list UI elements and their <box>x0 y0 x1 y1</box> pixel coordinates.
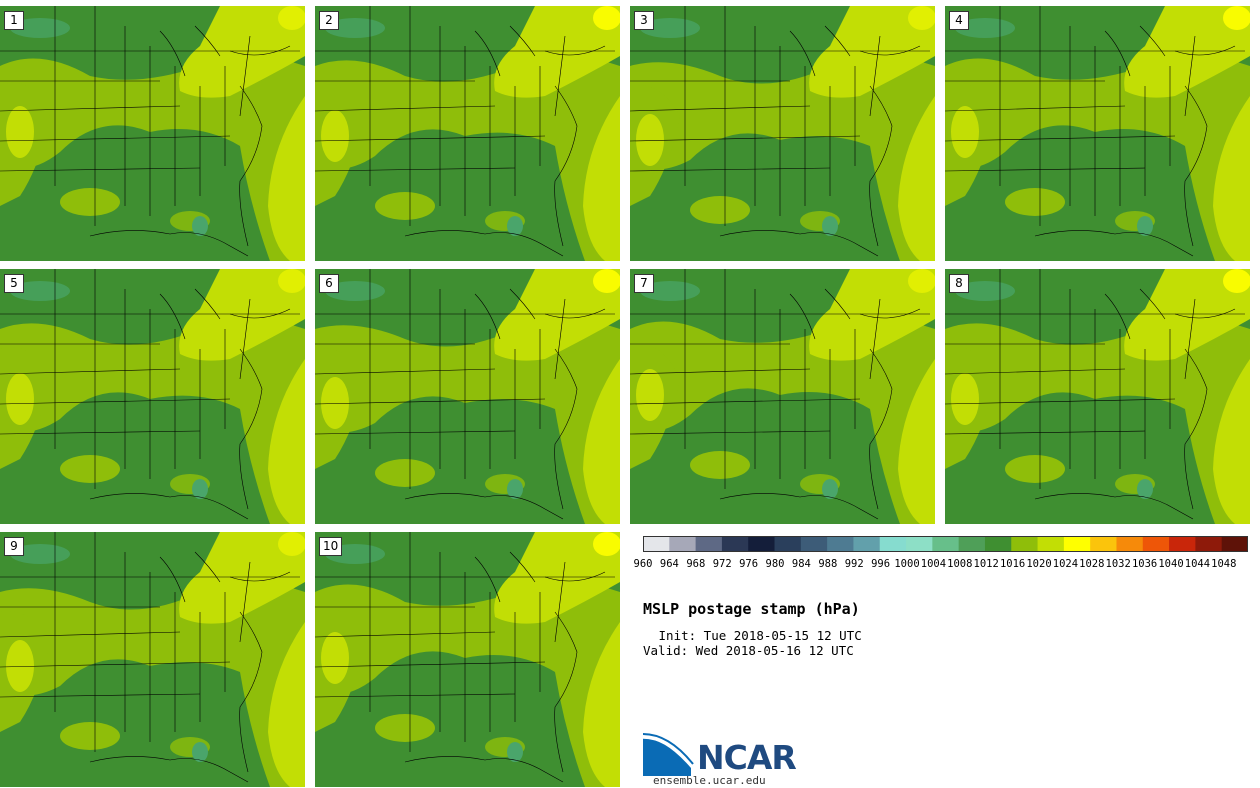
colorbar-swatch <box>932 536 960 552</box>
member-panel-2: 2 <box>315 6 620 261</box>
colorbar-swatch <box>1037 536 1065 552</box>
member-number-label: 1 <box>4 11 24 30</box>
colorbar-swatch <box>774 536 802 552</box>
member-panel-6: 6 <box>315 269 620 524</box>
colorbar-tick-label: 1008 <box>947 558 973 570</box>
member-panel-7: 7 <box>630 269 935 524</box>
colorbar-swatch <box>721 536 749 552</box>
colorbar-tick-label: 988 <box>818 558 838 570</box>
valid-time: Valid: Wed 2018-05-16 12 UTC <box>643 643 854 658</box>
colorbar-tick-label: 996 <box>871 558 891 570</box>
colorbar-swatch <box>643 536 670 552</box>
member-number-label: 6 <box>319 274 339 293</box>
colorbar-tick-label: 1048 <box>1211 558 1237 570</box>
mslp-field-map <box>315 6 620 261</box>
colorbar-tick-label: 1004 <box>920 558 947 570</box>
colorbar-tick-label: 968 <box>686 558 706 570</box>
member-number-label: 7 <box>634 274 654 293</box>
colorbar-tick-label: 960 <box>633 558 653 570</box>
mslp-field-map <box>945 269 1250 524</box>
mslp-field-map <box>945 6 1250 261</box>
colorbar <box>643 536 1249 552</box>
colorbar-tick-label: 1032 <box>1105 558 1131 570</box>
colorbar-swatch <box>879 536 907 552</box>
colorbar-tick-label: 1024 <box>1052 558 1079 570</box>
member-panel-8: 8 <box>945 269 1250 524</box>
logo-url: ensemble.ucar.edu <box>653 774 766 787</box>
member-number-label: 3 <box>634 11 654 30</box>
member-number-label: 5 <box>4 274 24 293</box>
colorbar-swatch <box>748 536 776 552</box>
colorbar-tick-label: 972 <box>712 558 732 570</box>
init-time: Init: Tue 2018-05-15 12 UTC <box>651 628 862 643</box>
member-panel-1: 1 <box>0 6 305 261</box>
member-panel-5: 5 <box>0 269 305 524</box>
colorbar-tick-label: 1044 <box>1184 558 1211 570</box>
colorbar-swatch <box>1195 536 1223 552</box>
colorbar-tick-labels: 960 964 968 972 976 980 984 988 992 996 1000 1004 10… <box>634 558 1260 572</box>
colorbar-tick-label: 1012 <box>973 558 999 570</box>
colorbar-swatch <box>853 536 881 552</box>
colorbar-tick-label: 980 <box>765 558 785 570</box>
colorbar-tick-label: 984 <box>791 558 811 570</box>
member-number-label: 9 <box>4 537 24 556</box>
colorbar-swatch <box>669 536 697 552</box>
colorbar-tick-label: 1036 <box>1131 558 1158 570</box>
mslp-field-map <box>0 6 305 261</box>
member-number-label: 4 <box>949 11 969 30</box>
logo-wordmark: NCAR <box>697 738 797 777</box>
ncar-logo-icon <box>643 733 694 776</box>
colorbar-swatch <box>1221 536 1249 552</box>
colorbar-tick-label: 1000 <box>894 558 920 570</box>
colorbar-swatch <box>827 536 854 552</box>
mslp-field-map <box>315 269 620 524</box>
colorbar-swatch <box>906 536 933 552</box>
colorbar-swatch <box>1142 536 1170 552</box>
colorbar-swatch <box>984 536 1012 552</box>
mslp-field-map <box>0 269 305 524</box>
colorbar-tick-label: 992 <box>844 558 864 570</box>
member-number-label: 2 <box>319 11 339 30</box>
colorbar-swatch <box>1090 536 1117 552</box>
colorbar-tick-label: 976 <box>739 558 759 570</box>
mslp-field-map <box>630 269 935 524</box>
member-panel-3: 3 <box>630 6 935 261</box>
colorbar-tick-label: 1040 <box>1158 558 1184 570</box>
colorbar-tick-label: 964 <box>659 558 679 570</box>
mslp-field-map <box>630 6 935 261</box>
colorbar-tick-label: 1028 <box>1079 558 1105 570</box>
member-panel-10: 10 <box>315 532 620 787</box>
member-number-label: 10 <box>319 537 343 556</box>
member-panel-9: 9 <box>0 532 305 787</box>
mslp-field-map <box>315 532 620 787</box>
colorbar-swatch <box>958 536 986 552</box>
member-panel-4: 4 <box>945 6 1250 261</box>
colorbar-swatch <box>695 536 723 552</box>
colorbar-swatch <box>1011 536 1039 552</box>
colorbar-swatch <box>1116 536 1144 552</box>
colorbar-tick-label: 1016 <box>999 558 1026 570</box>
member-number-label: 8 <box>949 274 969 293</box>
chart-title: MSLP postage stamp (hPa) <box>643 600 860 618</box>
colorbar-swatch <box>1063 536 1091 552</box>
colorbar-swatch <box>1169 536 1196 552</box>
colorbar-tick-label: 1020 <box>1026 558 1052 570</box>
mslp-field-map <box>0 532 305 787</box>
colorbar-swatch <box>800 536 828 552</box>
